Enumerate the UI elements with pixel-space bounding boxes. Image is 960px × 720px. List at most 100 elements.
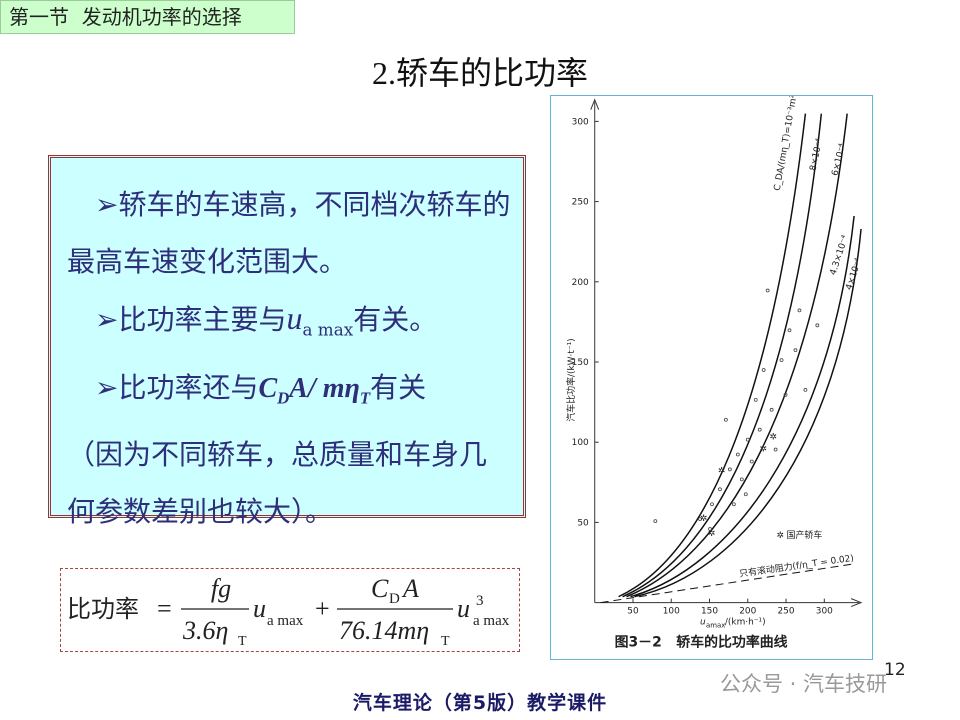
watermark: 公众号 · 汽车技研 — [720, 672, 888, 696]
arrow — [850, 598, 863, 608]
point — [797, 308, 802, 313]
curve — [626, 113, 848, 598]
x-axis-label-sub: amax — [706, 621, 725, 629]
point — [710, 502, 714, 507]
bullet: ➢比功率主要与ua max有关。 — [67, 290, 513, 359]
numerator: A — [401, 574, 419, 603]
x-tick-label: 50 — [627, 607, 639, 617]
bullet: ➢比功率还与CDA/ mηT有关 — [67, 359, 513, 427]
subscript: T — [441, 634, 450, 649]
subscript: D — [389, 591, 400, 607]
point — [757, 427, 762, 432]
subscript: T — [238, 634, 247, 649]
slide-title: 2.轿车的比功率 — [371, 55, 588, 91]
arrow — [590, 98, 600, 110]
point — [803, 388, 808, 392]
numerator: fg — [211, 574, 231, 603]
figure: ✲ ✲ ✲ ✲ ✲ ✲ 国产轿车 只有滚动阻力(f/η_T = 0.02) C_… — [550, 95, 873, 660]
point — [783, 393, 788, 397]
curve — [618, 113, 807, 598]
point — [739, 477, 744, 482]
page-number: 12 — [884, 660, 906, 680]
figure-caption: 图3－2 轿车的比功率曲线 — [615, 633, 788, 650]
denominator: 3.6η — [182, 616, 228, 645]
equals: = — [157, 594, 172, 623]
point — [745, 437, 750, 442]
text: 有关。 — [353, 303, 438, 336]
y-axis-label: 汽车比功率/(kW·t⁻¹) — [565, 338, 577, 421]
point — [708, 527, 712, 531]
text-box: ➢轿车的车速高，不同档次轿车的最高车速变化范围大。 ➢比功率主要与ua max有… — [48, 155, 526, 528]
point — [724, 417, 728, 422]
formula-lhs: 比功率 — [67, 595, 139, 623]
curve-label: 8×10⁻⁴ — [809, 137, 826, 172]
subscript: a max — [302, 319, 354, 340]
superscript: 3 — [476, 593, 484, 609]
x-tick-label: 200 — [739, 607, 756, 617]
point — [743, 492, 748, 497]
numerator: C — [371, 574, 389, 603]
footer: 汽车理论（第5版）教学课件 — [352, 692, 608, 714]
symbol: u — [286, 300, 303, 336]
point — [718, 487, 722, 492]
plus: + — [315, 594, 330, 623]
subscript: T — [359, 388, 371, 408]
point — [727, 467, 732, 472]
point — [787, 328, 792, 333]
y-tick-label: 250 — [572, 198, 589, 208]
symbol: u — [457, 594, 470, 623]
point — [769, 407, 774, 412]
star: ✲ — [770, 433, 778, 443]
y-tick-label: 100 — [572, 438, 589, 448]
curve — [622, 113, 823, 598]
x-tick-label: 250 — [778, 607, 795, 617]
y-tick-label: 300 — [572, 117, 589, 127]
rolling-line — [600, 563, 855, 604]
y-tick-label: 200 — [572, 278, 589, 288]
text: 有关 — [370, 370, 427, 404]
point — [749, 459, 754, 464]
point — [765, 288, 770, 293]
section-header: 第一节 发动机功率的选择 — [0, 0, 295, 34]
point — [793, 348, 798, 353]
point — [653, 519, 658, 523]
curve — [630, 215, 855, 598]
text: ➢比功率主要与 — [95, 303, 287, 336]
y-tick-label: 50 — [577, 518, 589, 528]
curve — [634, 228, 862, 598]
subscript: D — [277, 388, 290, 408]
subscript: a max — [473, 613, 510, 629]
point — [731, 502, 736, 507]
symbol: A/ mη — [289, 372, 360, 404]
x-tick-label: 150 — [701, 607, 718, 617]
curve-label: 6×10⁻⁴ — [830, 142, 848, 177]
legend-marker: ✲ — [777, 531, 785, 541]
point — [753, 397, 758, 402]
symbol: C — [258, 372, 278, 404]
legend-label: 国产轿车 — [787, 529, 823, 541]
formula: 比功率 = fg 3.6η T u a max + C D A 76.14mη … — [60, 568, 520, 652]
denominator: 76.14mη — [339, 616, 429, 645]
star: ✲ — [708, 529, 716, 539]
point — [815, 323, 820, 328]
note: （因为不同轿车，总质量和车身几何参数差别也较大）。 — [67, 438, 488, 529]
text: ➢比功率还与 — [95, 370, 259, 404]
rolling-label: 只有滚动阻力(f/η_T = 0.02) — [739, 552, 855, 580]
x-tick-label: 100 — [663, 607, 680, 617]
bullet: ➢轿车的车速高，不同档次轿车的最高车速变化范围大。 — [67, 188, 511, 278]
point — [735, 452, 740, 457]
x-tick-label: 300 — [816, 607, 833, 617]
symbol: u — [253, 594, 266, 623]
x-axis-label: u — [700, 617, 706, 627]
point — [761, 368, 766, 372]
curve-label: 4.3×10⁻⁴ — [829, 234, 851, 277]
star: ✲ — [700, 514, 708, 524]
star: ✲ — [718, 466, 726, 476]
y-tick-label: 150 — [572, 358, 589, 368]
subscript: a max — [267, 613, 304, 629]
star: ✲ — [760, 445, 768, 455]
point — [773, 447, 778, 452]
x-axis-label-unit: /(km·h⁻¹) — [725, 617, 766, 627]
point — [779, 358, 784, 362]
